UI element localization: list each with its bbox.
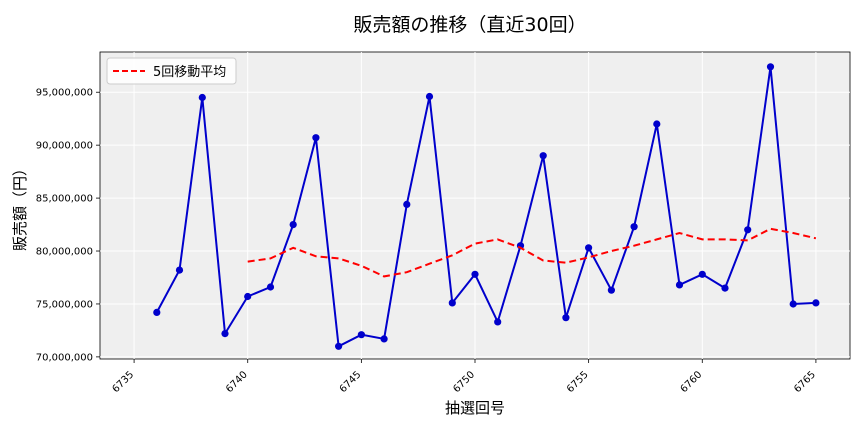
sales-point — [425, 92, 434, 101]
x-axis: 6735 6740 6745 6750 6755 6760 6765 — [110, 359, 818, 395]
y-axis: 70,000,000 75,000,000 80,000,000 85,000,000… — [36, 88, 100, 363]
sales-point — [357, 331, 365, 339]
sales-point — [153, 308, 161, 316]
sales-point — [675, 281, 684, 289]
legend-box — [106, 57, 237, 85]
sales-point — [471, 270, 479, 278]
sales-point — [653, 120, 661, 128]
sales-point — [380, 335, 388, 343]
sales-point — [198, 93, 206, 102]
legend-label-moving-average: 5回移動平均 — [153, 65, 226, 80]
x-tick-label: 6760 — [679, 369, 705, 395]
sales-point — [721, 284, 729, 292]
sales-point — [812, 299, 820, 307]
y-tick-label: 70,000,000 — [36, 352, 93, 363]
sales-point — [562, 314, 570, 322]
sales-point — [789, 300, 797, 308]
sales-point — [585, 244, 593, 252]
chart-title: 販売額の推移（直近30回） — [353, 14, 586, 36]
sales-point — [244, 292, 252, 301]
x-tick-label: 6740 — [224, 369, 250, 395]
sales-point — [607, 286, 616, 294]
sales-point — [766, 63, 775, 71]
sales-point — [266, 283, 275, 291]
sales-point — [448, 299, 456, 307]
x-tick-label: 6735 — [110, 369, 136, 395]
y-tick-label: 75,000,000 — [36, 299, 93, 310]
sales-point — [335, 342, 343, 350]
x-tick-label: 6745 — [338, 369, 364, 395]
sales-point — [221, 330, 229, 338]
sales-point — [403, 200, 411, 208]
y-tick-label: 90,000,000 — [36, 141, 93, 152]
sales-point — [312, 134, 320, 142]
legend: 5回移動平均 — [106, 57, 237, 85]
x-axis-label: 抽選回号 — [445, 399, 505, 417]
sales-point — [744, 226, 752, 234]
y-tick-label: 85,000,000 — [36, 194, 93, 205]
y-tick-label: 95,000,000 — [36, 88, 93, 99]
x-tick-label: 6765 — [792, 369, 818, 395]
moving-average-line — [247, 227, 817, 278]
sales-point — [494, 318, 502, 326]
sales-point — [630, 223, 638, 231]
series-group — [153, 63, 820, 350]
x-tick-label: 6755 — [565, 369, 591, 395]
y-tick-label: 80,000,000 — [36, 247, 93, 258]
sales-point — [539, 152, 547, 160]
sales-point — [175, 266, 184, 274]
grid — [100, 52, 850, 359]
sales-point — [289, 221, 297, 229]
x-tick-label: 6750 — [451, 369, 477, 395]
sales-point — [698, 270, 706, 278]
y-axis-label: 販売額（円） — [11, 161, 29, 251]
sales-line — [155, 66, 816, 348]
